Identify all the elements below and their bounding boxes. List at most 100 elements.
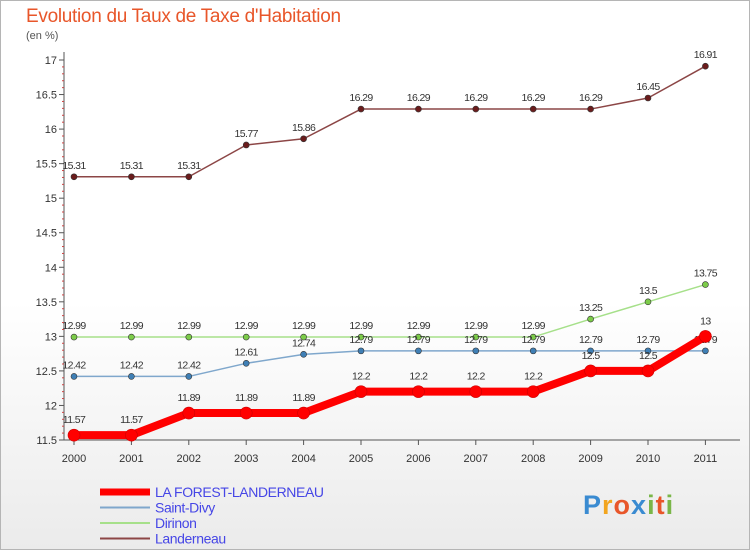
y-tick-label: 16 [45, 124, 57, 136]
data-label: 12.5 [582, 350, 601, 362]
data-point [70, 333, 78, 341]
legend-label: Saint-Divy [155, 500, 215, 516]
data-point [644, 347, 652, 355]
data-point [526, 385, 540, 398]
data-label: 16.45 [636, 81, 660, 93]
data-point [70, 173, 78, 181]
x-tick-label: 2000 [62, 453, 86, 465]
data-label: 12.74 [292, 337, 316, 349]
data-point [702, 347, 709, 355]
data-point [182, 406, 196, 420]
data-label: 11.57 [120, 414, 143, 426]
data-point [357, 105, 365, 113]
data-label: 12.99 [407, 320, 431, 332]
series-line-0 [74, 332, 708, 440]
data-point [242, 141, 250, 149]
data-label: 11.89 [235, 392, 258, 404]
logo-letter: x [631, 490, 648, 520]
legend-label: Landerneau [155, 531, 226, 547]
data-label: 12.61 [235, 346, 259, 358]
data-point [415, 333, 422, 341]
data-point [472, 105, 480, 113]
data-label: 12.42 [177, 359, 201, 371]
data-point [67, 428, 81, 442]
data-label: 12.99 [349, 320, 373, 332]
data-label: 13 [700, 315, 711, 327]
data-label: 12.79 [636, 334, 660, 346]
data-point [587, 347, 594, 355]
data-label: 16.29 [522, 92, 546, 104]
data-label: 16.29 [407, 92, 431, 104]
y-tick-label: 13.5 [36, 297, 57, 309]
legend-label: Dirinon [155, 515, 197, 531]
data-point [297, 406, 310, 420]
data-label: 16.29 [579, 92, 603, 104]
x-tick-label: 2001 [119, 453, 143, 465]
data-point [472, 347, 480, 355]
y-axis-unit-label: (en %) [26, 30, 59, 42]
data-point [529, 105, 537, 113]
data-label: 12.2 [524, 371, 543, 383]
data-point [472, 333, 480, 341]
data-label: 12.2 [352, 371, 371, 383]
y-tick-label: 15 [45, 193, 57, 205]
data-point [128, 373, 135, 380]
data-point [644, 298, 652, 306]
x-tick-label: 2010 [636, 453, 660, 465]
data-label: 12.79 [579, 334, 603, 346]
data-label: 16.91 [694, 49, 718, 61]
x-tick-label: 2006 [406, 453, 430, 465]
data-label: 15.31 [120, 160, 144, 172]
data-label: 12.99 [235, 320, 259, 332]
data-point [644, 94, 652, 102]
x-tick-label: 2011 [694, 453, 718, 465]
y-tick-label: 12.5 [36, 366, 57, 378]
data-label: 12.99 [62, 320, 86, 332]
data-point [415, 347, 422, 355]
data-label: 15.31 [177, 160, 201, 172]
data-point [300, 351, 307, 358]
data-point [125, 428, 138, 442]
y-tick-label: 13 [45, 331, 57, 343]
data-label: 12.42 [62, 359, 86, 371]
logo-letter: i [647, 490, 656, 520]
data-label: 12.99 [464, 320, 488, 332]
data-label: 12.79 [349, 334, 373, 346]
data-point [469, 385, 483, 398]
data-label: 15.86 [292, 122, 316, 134]
data-label: 12.99 [292, 320, 316, 332]
data-point [702, 281, 709, 288]
data-label: 15.31 [62, 160, 86, 172]
y-tick-label: 17 [45, 55, 57, 67]
data-label: 12.42 [120, 359, 144, 371]
data-point [185, 373, 193, 380]
proxiti-logo: Proxiti [583, 490, 674, 521]
data-point [239, 406, 253, 420]
data-label: 15.77 [235, 128, 259, 140]
data-label: 13.5 [639, 285, 658, 297]
data-label: 13.75 [694, 268, 718, 280]
series-line-1 [74, 350, 706, 378]
data-label: 12.2 [467, 371, 486, 383]
series-line-3 [74, 65, 706, 178]
y-tick-label: 14 [45, 262, 57, 274]
data-point [128, 333, 135, 341]
data-point [587, 105, 594, 113]
data-point [70, 373, 78, 380]
logo-letter: P [583, 490, 603, 520]
legend-label: LA FOREST-LANDERNEAU [155, 484, 324, 500]
data-point [529, 347, 537, 355]
x-tick-label: 2003 [234, 453, 258, 465]
data-point [357, 347, 365, 355]
data-label: 12.99 [177, 320, 201, 332]
data-point [300, 135, 307, 143]
data-label: 16.29 [349, 92, 373, 104]
logo-letter: o [613, 490, 632, 520]
x-tick-label: 2002 [177, 453, 201, 465]
logo-letter: i [665, 490, 675, 520]
data-point [185, 333, 193, 341]
data-point [185, 173, 193, 181]
data-label: 11.89 [178, 392, 201, 404]
data-label: 12.99 [120, 320, 144, 332]
series-line-2 [74, 283, 706, 338]
